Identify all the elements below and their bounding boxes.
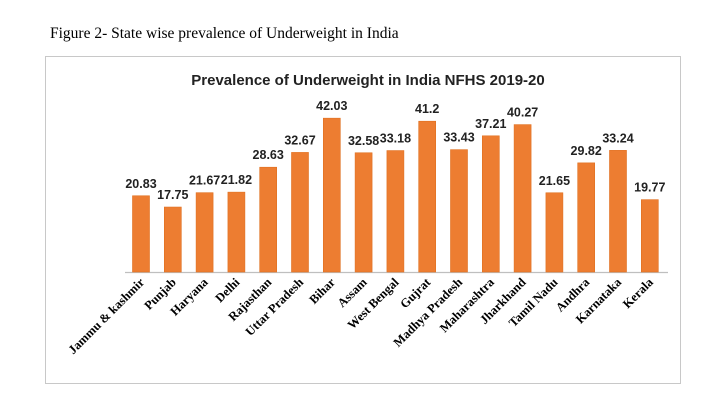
bar-jammu-kashmir: [132, 195, 150, 273]
bar-rajasthan: [259, 166, 278, 273]
data-label: 21.82: [221, 173, 252, 187]
bar-madhya-pradesh: [450, 149, 468, 273]
x-tick-label: Jammu & kashmir: [66, 275, 148, 357]
bar-andhra: [577, 162, 596, 273]
bar-kerala: [640, 199, 659, 273]
chart-frame: [45, 56, 681, 384]
bar-jharkhand: [513, 124, 532, 273]
bar-bihar: [322, 117, 341, 273]
data-label: 33.24: [602, 131, 633, 145]
bar-assam: [354, 152, 373, 273]
chart-title: Prevalence of Underweight in India NFHS …: [191, 72, 544, 89]
data-label: 32.58: [348, 134, 379, 148]
x-tick-label: Bihar: [306, 275, 338, 307]
data-label: 40.27: [507, 106, 538, 120]
data-label: 17.75: [157, 188, 188, 202]
bar-haryana: [195, 192, 214, 273]
data-label: 37.21: [475, 117, 506, 131]
data-label: 20.83: [125, 177, 156, 191]
data-label: 28.63: [253, 148, 284, 162]
figure-caption: Figure 2- State wise prevalence of Under…: [50, 25, 399, 42]
data-label: 33.18: [380, 132, 411, 146]
bar-west-bengal: [386, 150, 405, 273]
data-label: 19.77: [634, 181, 665, 195]
bar-tamil-nadu: [545, 192, 564, 273]
bar-karnataka: [609, 150, 627, 273]
bar-delhi: [227, 191, 246, 273]
data-label: 33.43: [443, 131, 474, 145]
bar-punjab: [164, 206, 182, 273]
x-tick-label: Kerala: [620, 275, 656, 311]
bar-gujrat: [418, 120, 437, 273]
data-label: 32.67: [284, 133, 315, 147]
data-label: 29.82: [571, 144, 602, 158]
data-label: 21.67: [189, 174, 220, 188]
data-label: 21.65: [539, 174, 570, 188]
data-label: 41.2: [415, 102, 439, 116]
data-label: 42.03: [316, 99, 347, 113]
bar-maharashtra: [481, 135, 500, 273]
bar-uttar-pradesh: [291, 152, 309, 273]
